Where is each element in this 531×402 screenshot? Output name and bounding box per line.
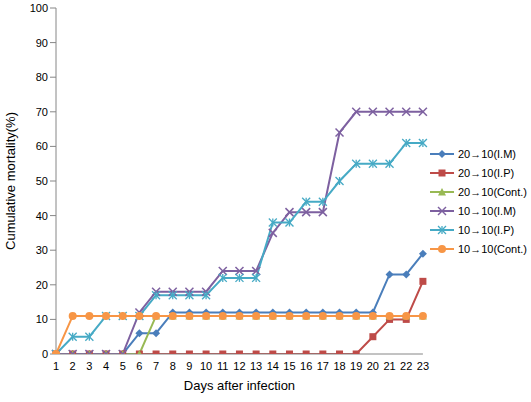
svg-text:18: 18 [333,360,345,372]
svg-text:20: 20 [36,279,48,291]
svg-text:6: 6 [136,360,142,372]
html-text:10→10(I.P): 10→10(I.P) [457,223,515,236]
svg-text:19: 19 [350,360,362,372]
svg-text:10: 10 [200,360,212,372]
svg-text:16: 16 [300,360,312,372]
svg-text:90: 90 [36,37,48,49]
svg-text:Cumulative mortality(%): Cumulative mortality(%) [8,112,18,250]
svg-text:5: 5 [120,360,126,372]
svg-text:100: 100 [30,2,48,14]
svg-text:7: 7 [153,360,159,372]
svg-text:15: 15 [283,360,295,372]
svg-text:30: 30 [36,244,48,256]
svg-text:14: 14 [267,360,279,372]
svg-text:3: 3 [86,360,92,372]
html-text:10→10(Cont.): 10→10(Cont.) [457,242,527,255]
svg-text:13: 13 [250,360,262,372]
html-text:20→10(Cont.): 20→10(Cont.) [457,185,527,198]
svg-text:10: 10 [36,313,48,325]
svg-text:4: 4 [103,360,109,372]
svg-text:80: 80 [36,71,48,83]
svg-text:22: 22 [400,360,412,372]
svg-text:17: 17 [317,360,329,372]
svg-text:60: 60 [36,140,48,152]
svg-text:0: 0 [42,348,48,360]
svg-text:1: 1 [53,360,59,372]
svg-text:20: 20 [367,360,379,372]
html-text:20→10(I.P): 20→10(I.P) [457,166,515,179]
svg-text:9: 9 [186,360,192,372]
html-text:20→10(I.M): 20→10(I.M) [457,147,516,160]
svg-text:50: 50 [36,175,48,187]
svg-text:23: 23 [417,360,429,372]
svg-text:8: 8 [170,360,176,372]
svg-text:11: 11 [217,360,228,372]
svg-text:Days after infection: Days after infection [184,378,295,393]
html-text:10→10(I.M): 10→10(I.M) [457,204,516,217]
svg-text:21: 21 [383,360,395,372]
svg-text:12: 12 [233,360,245,372]
svg-text:2: 2 [70,360,76,372]
svg-text:40: 40 [36,210,48,222]
svg-text:70: 70 [36,106,48,118]
